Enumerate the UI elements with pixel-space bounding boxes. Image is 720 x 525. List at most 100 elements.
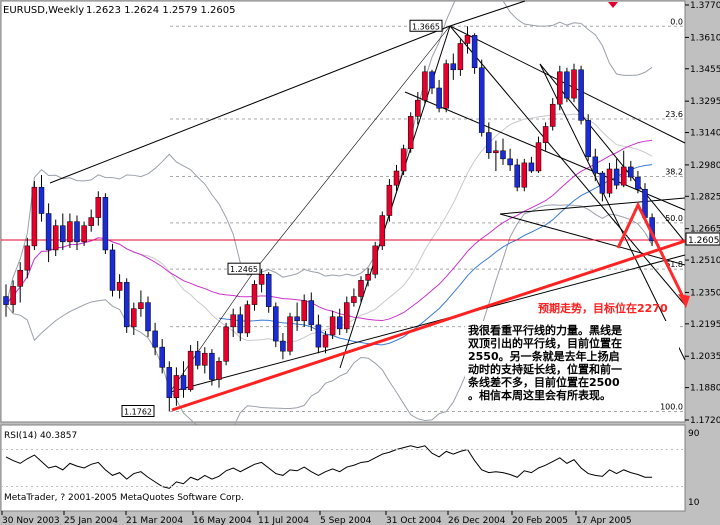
candle-bull	[95, 197, 102, 218]
moving-average	[5, 139, 653, 322]
price-label-box	[121, 404, 155, 417]
note-line: 。相信本周这里会有所表现。	[468, 388, 611, 402]
candle-bull	[216, 361, 222, 380]
candle-bull	[535, 142, 542, 172]
y-tick-label: 1.3295	[690, 97, 720, 107]
candle-bull	[223, 326, 229, 362]
price-label-text: 1.2465	[230, 265, 258, 274]
rsi-line	[5, 445, 653, 489]
candle-bull	[549, 103, 556, 127]
forecast-zigzag	[616, 201, 688, 304]
candle-bull	[606, 168, 613, 194]
candle-bear	[102, 197, 109, 251]
price-label-text: 1.1762	[124, 407, 152, 416]
candle-bull	[244, 304, 251, 334]
x-tick-label: 31 Oct 2004	[386, 516, 442, 525]
forecast-annotation: 预期走势，目标位在2270	[538, 301, 668, 315]
candle-bull	[358, 280, 364, 297]
candle-bull	[557, 71, 563, 105]
fibo-level-label: 100.0	[660, 402, 683, 411]
candle-bear	[45, 213, 52, 251]
candle-bear	[159, 346, 165, 368]
x-tick-label: 5 Sep 2004	[320, 516, 372, 525]
candle-bear	[429, 71, 435, 89]
chart-shift-marker	[608, 2, 618, 8]
y-tick-label: 1.1880	[690, 384, 720, 394]
y-tick-label: 1.2980	[690, 161, 720, 171]
rsi-tick-90: 90	[688, 429, 700, 439]
candle-bear	[209, 352, 215, 380]
candle-bull	[422, 71, 428, 101]
candle-bull	[386, 184, 393, 216]
band-upper	[5, 0, 653, 305]
price-label-box	[409, 19, 443, 32]
candle-bear	[471, 35, 478, 69]
fibo-level-label: 38.2	[665, 167, 683, 176]
candle-bear	[194, 350, 201, 366]
note-line: 动时的支持延长线，位置和前一	[468, 362, 622, 376]
candle-bull	[88, 217, 94, 226]
y-tick-label: 1.2035	[690, 352, 720, 362]
candle-bull	[131, 308, 137, 328]
x-tick-label: 21 Mar 2004	[126, 516, 183, 525]
candle-bear	[308, 300, 315, 326]
x-tick-label: 26 Dec 2004	[448, 516, 506, 525]
candle-bull	[24, 245, 31, 271]
candle-bear	[478, 67, 485, 133]
y-tick-label: 1.2350	[690, 288, 720, 298]
candle-bull	[372, 245, 378, 275]
y-tick-label: 1.2510	[690, 256, 720, 266]
candle-bull	[116, 282, 123, 291]
candle-bull	[493, 150, 499, 154]
fibo-level-label: 50.0	[665, 214, 683, 223]
candle-bull	[344, 302, 350, 330]
candle-bear	[109, 249, 116, 291]
candle-bull	[173, 375, 180, 398]
candlesticks	[3, 26, 655, 412]
candle-bull	[17, 269, 23, 287]
candle-bull	[322, 334, 329, 348]
candle-bull	[521, 162, 528, 188]
candle-bear	[38, 186, 45, 214]
current-price-label: 1.2605	[688, 236, 720, 246]
time-axis: 30 Nov 2003 25 Jan 2004 21 Mar 2004 16 May …	[1, 511, 632, 525]
candle-bull	[301, 300, 307, 322]
y-tick-label: 1.3140	[690, 129, 720, 139]
candle-bull	[329, 316, 336, 336]
x-tick-label: 16 May 2004	[193, 516, 252, 525]
candle-bull	[230, 314, 236, 328]
candle-bull	[542, 126, 549, 143]
candle-bull	[10, 286, 16, 305]
x-tick-label: 17 Apr 2005	[576, 516, 632, 525]
price-axis: 1.3770 1.3610 1.3455 1.3295 1.3140 1.2980 1.28…	[685, 1, 720, 426]
candle-bear	[450, 63, 457, 71]
note-line: 我很看重平行线的力量。黑线是	[468, 323, 623, 337]
candle-bear	[585, 120, 591, 158]
rsi-label: RSI(14) 40.3857	[4, 431, 77, 441]
fibo-level-label: 23.6	[665, 110, 683, 119]
current-price-badge	[685, 232, 720, 246]
fibo-level-label: 61.8	[665, 260, 683, 269]
candle-bull	[400, 148, 407, 172]
header-symbol: EURUSD,Weekly	[3, 5, 84, 16]
candle-bull	[457, 43, 464, 71]
candle-bear	[145, 302, 151, 332]
candle-bear	[180, 375, 187, 390]
candle-bear	[315, 324, 322, 348]
forecast-arrow-head	[678, 294, 690, 308]
candle-bear	[528, 162, 535, 172]
y-tick-label: 1.2665	[690, 225, 720, 235]
candle-bear	[507, 158, 513, 166]
y-tick-label: 1.3770	[690, 1, 720, 11]
candle-bull	[464, 35, 471, 44]
note-line: 双顶引出的平行线，目前位置在	[468, 336, 622, 350]
band-lower	[5, 204, 653, 439]
candle-bear	[60, 225, 66, 243]
candle-bull	[81, 225, 87, 243]
candle-bull	[258, 273, 265, 285]
candle-bear	[486, 132, 492, 154]
candle-bear	[237, 314, 244, 334]
y-tick-label: 1.3455	[690, 65, 720, 75]
candle-bear	[265, 273, 272, 307]
